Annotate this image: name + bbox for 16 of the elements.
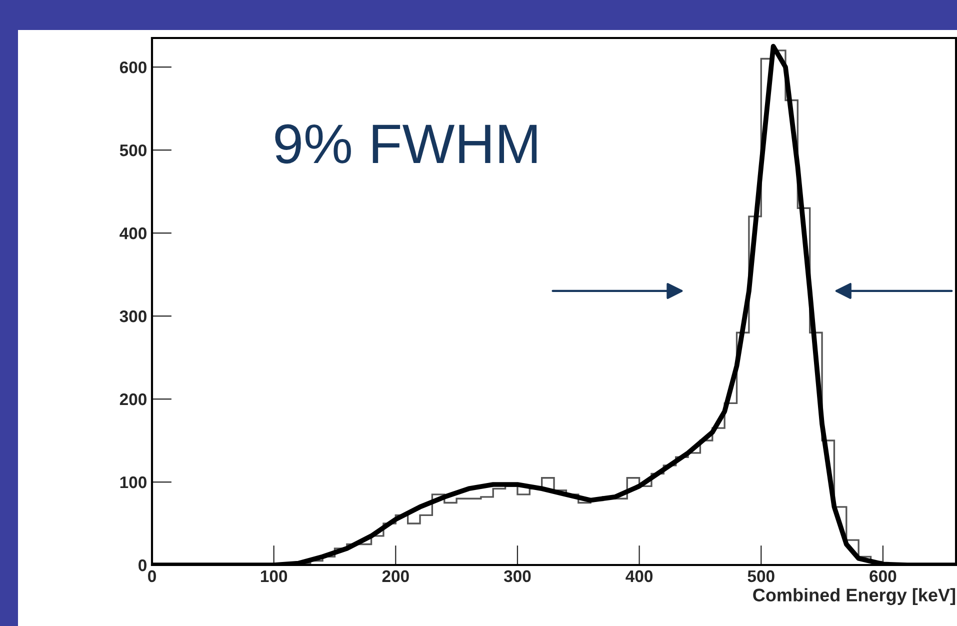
x-tick-label: 400 (626, 570, 653, 582)
x-tick-label: 600 (870, 570, 896, 582)
y-tick-label: 600 (120, 61, 146, 74)
y-tick-label: 200 (120, 393, 146, 406)
x-tick-label: 300 (504, 570, 531, 582)
y-tick-label: 500 (120, 144, 146, 156)
y-tick-label: 0 (138, 559, 146, 572)
y-tick-label: 100 (120, 476, 146, 488)
annotation: 9% FWHM (275, 124, 537, 164)
y-tick-label: 300 (120, 310, 146, 322)
x-tick-label: 500 (748, 570, 774, 582)
x-axis-title: Combined Energy [keV] (753, 588, 956, 606)
x-tick-label: 0 (148, 570, 156, 582)
x-tick-label: 100 (260, 570, 288, 582)
y-tick-label: 400 (120, 227, 146, 240)
x-tick-label: 200 (382, 570, 409, 582)
